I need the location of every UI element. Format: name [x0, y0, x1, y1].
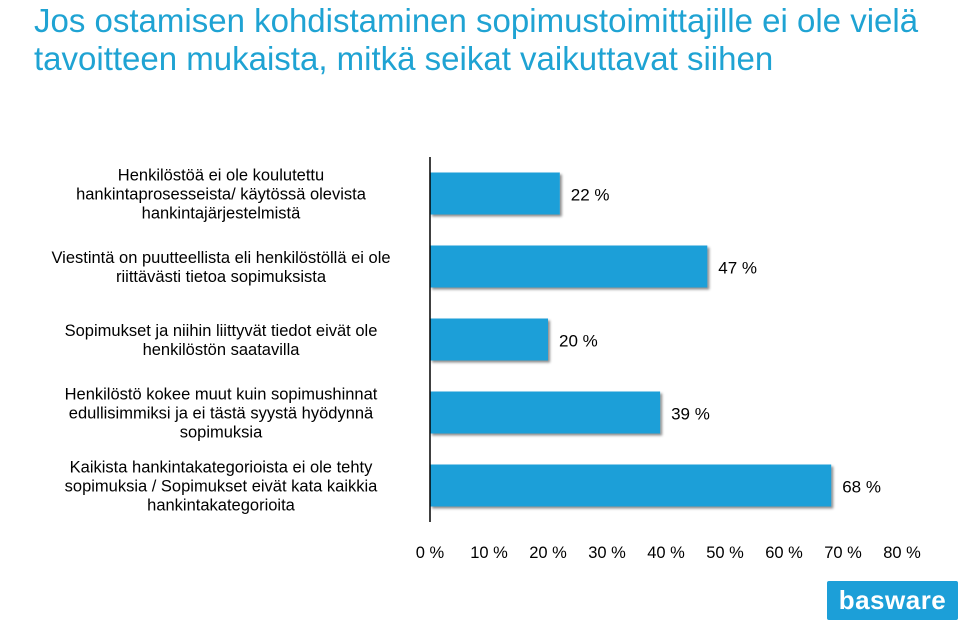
- bar: [430, 464, 832, 507]
- basware-logo: basware: [827, 581, 958, 620]
- x-tick-label: 80 %: [883, 544, 921, 562]
- category-label: Kaikista hankintakategorioista ei ole te…: [65, 459, 379, 515]
- category-label-line: Viestintä on puutteellista eli henkilöst…: [51, 249, 390, 267]
- bar-value-label: 68 %: [842, 478, 881, 497]
- x-tick-label: 40 %: [647, 544, 685, 562]
- category-label-line: hankintajärjestelmistä: [142, 205, 301, 223]
- x-tick-label: 0 %: [416, 544, 445, 562]
- category-label-line: riittävästi tietoa sopimuksista: [116, 268, 327, 286]
- category-label: Henkilöstö kokee muut kuin sopimushinnat…: [65, 386, 378, 442]
- category-label-line: hankintakategorioita: [147, 497, 296, 515]
- value-labels: 22 % 47 % 20 % 39 % 68 %: [559, 186, 881, 497]
- category-label: Henkilöstöä ei ole koulutettu hankintapro…: [76, 167, 367, 223]
- bars-layer: [430, 172, 832, 507]
- x-tick-label: 60 %: [765, 544, 803, 562]
- bar: [430, 391, 661, 434]
- category-label-line: edullisimmiksi ja ei tästä syystä hyödyn…: [69, 405, 374, 423]
- x-tick-label: 30 %: [588, 544, 626, 562]
- category-label-line: henkilöstön saatavilla: [143, 341, 301, 359]
- category-labels: Henkilöstöä ei ole koulutettu hankintapro…: [51, 167, 390, 515]
- bar-value-label: 20 %: [559, 332, 598, 351]
- bar-value-label: 47 %: [718, 259, 757, 278]
- x-tick-label: 50 %: [706, 544, 744, 562]
- category-label-line: sopimuksia / Sopimukset eivät kata kaikk…: [65, 478, 379, 496]
- x-tick-label: 70 %: [824, 544, 862, 562]
- category-label-line: Sopimukset ja niihin liittyvät tiedot ei…: [65, 322, 378, 340]
- bar-value-label: 22 %: [571, 186, 610, 205]
- category-label: Sopimukset ja niihin liittyvät tiedot ei…: [65, 322, 378, 359]
- chart-title: Jos ostamisen kohdistaminen sopimustoimi…: [34, 2, 919, 77]
- bar: [430, 245, 708, 288]
- category-label-line: Henkilöstöä ei ole koulutettu: [118, 167, 324, 185]
- x-tick-label: 10 %: [470, 544, 508, 562]
- bar: [430, 172, 560, 215]
- x-axis-ticks: 0 % 10 % 20 % 30 % 40 % 50 % 60 % 70 % 80 %: [416, 544, 921, 562]
- category-label: Viestintä on puutteellista eli henkilöst…: [51, 249, 390, 286]
- bar-value-label: 39 %: [671, 405, 710, 424]
- bar: [430, 318, 548, 361]
- category-label-line: Henkilöstö kokee muut kuin sopimushinnat: [65, 386, 378, 404]
- category-label-line: hankintaprosesseista/ käytössä olevista: [76, 186, 367, 204]
- category-label-line: Kaikista hankintakategorioista ei ole te…: [70, 459, 373, 477]
- x-tick-label: 20 %: [529, 544, 567, 562]
- category-label-line: sopimuksia: [180, 424, 263, 442]
